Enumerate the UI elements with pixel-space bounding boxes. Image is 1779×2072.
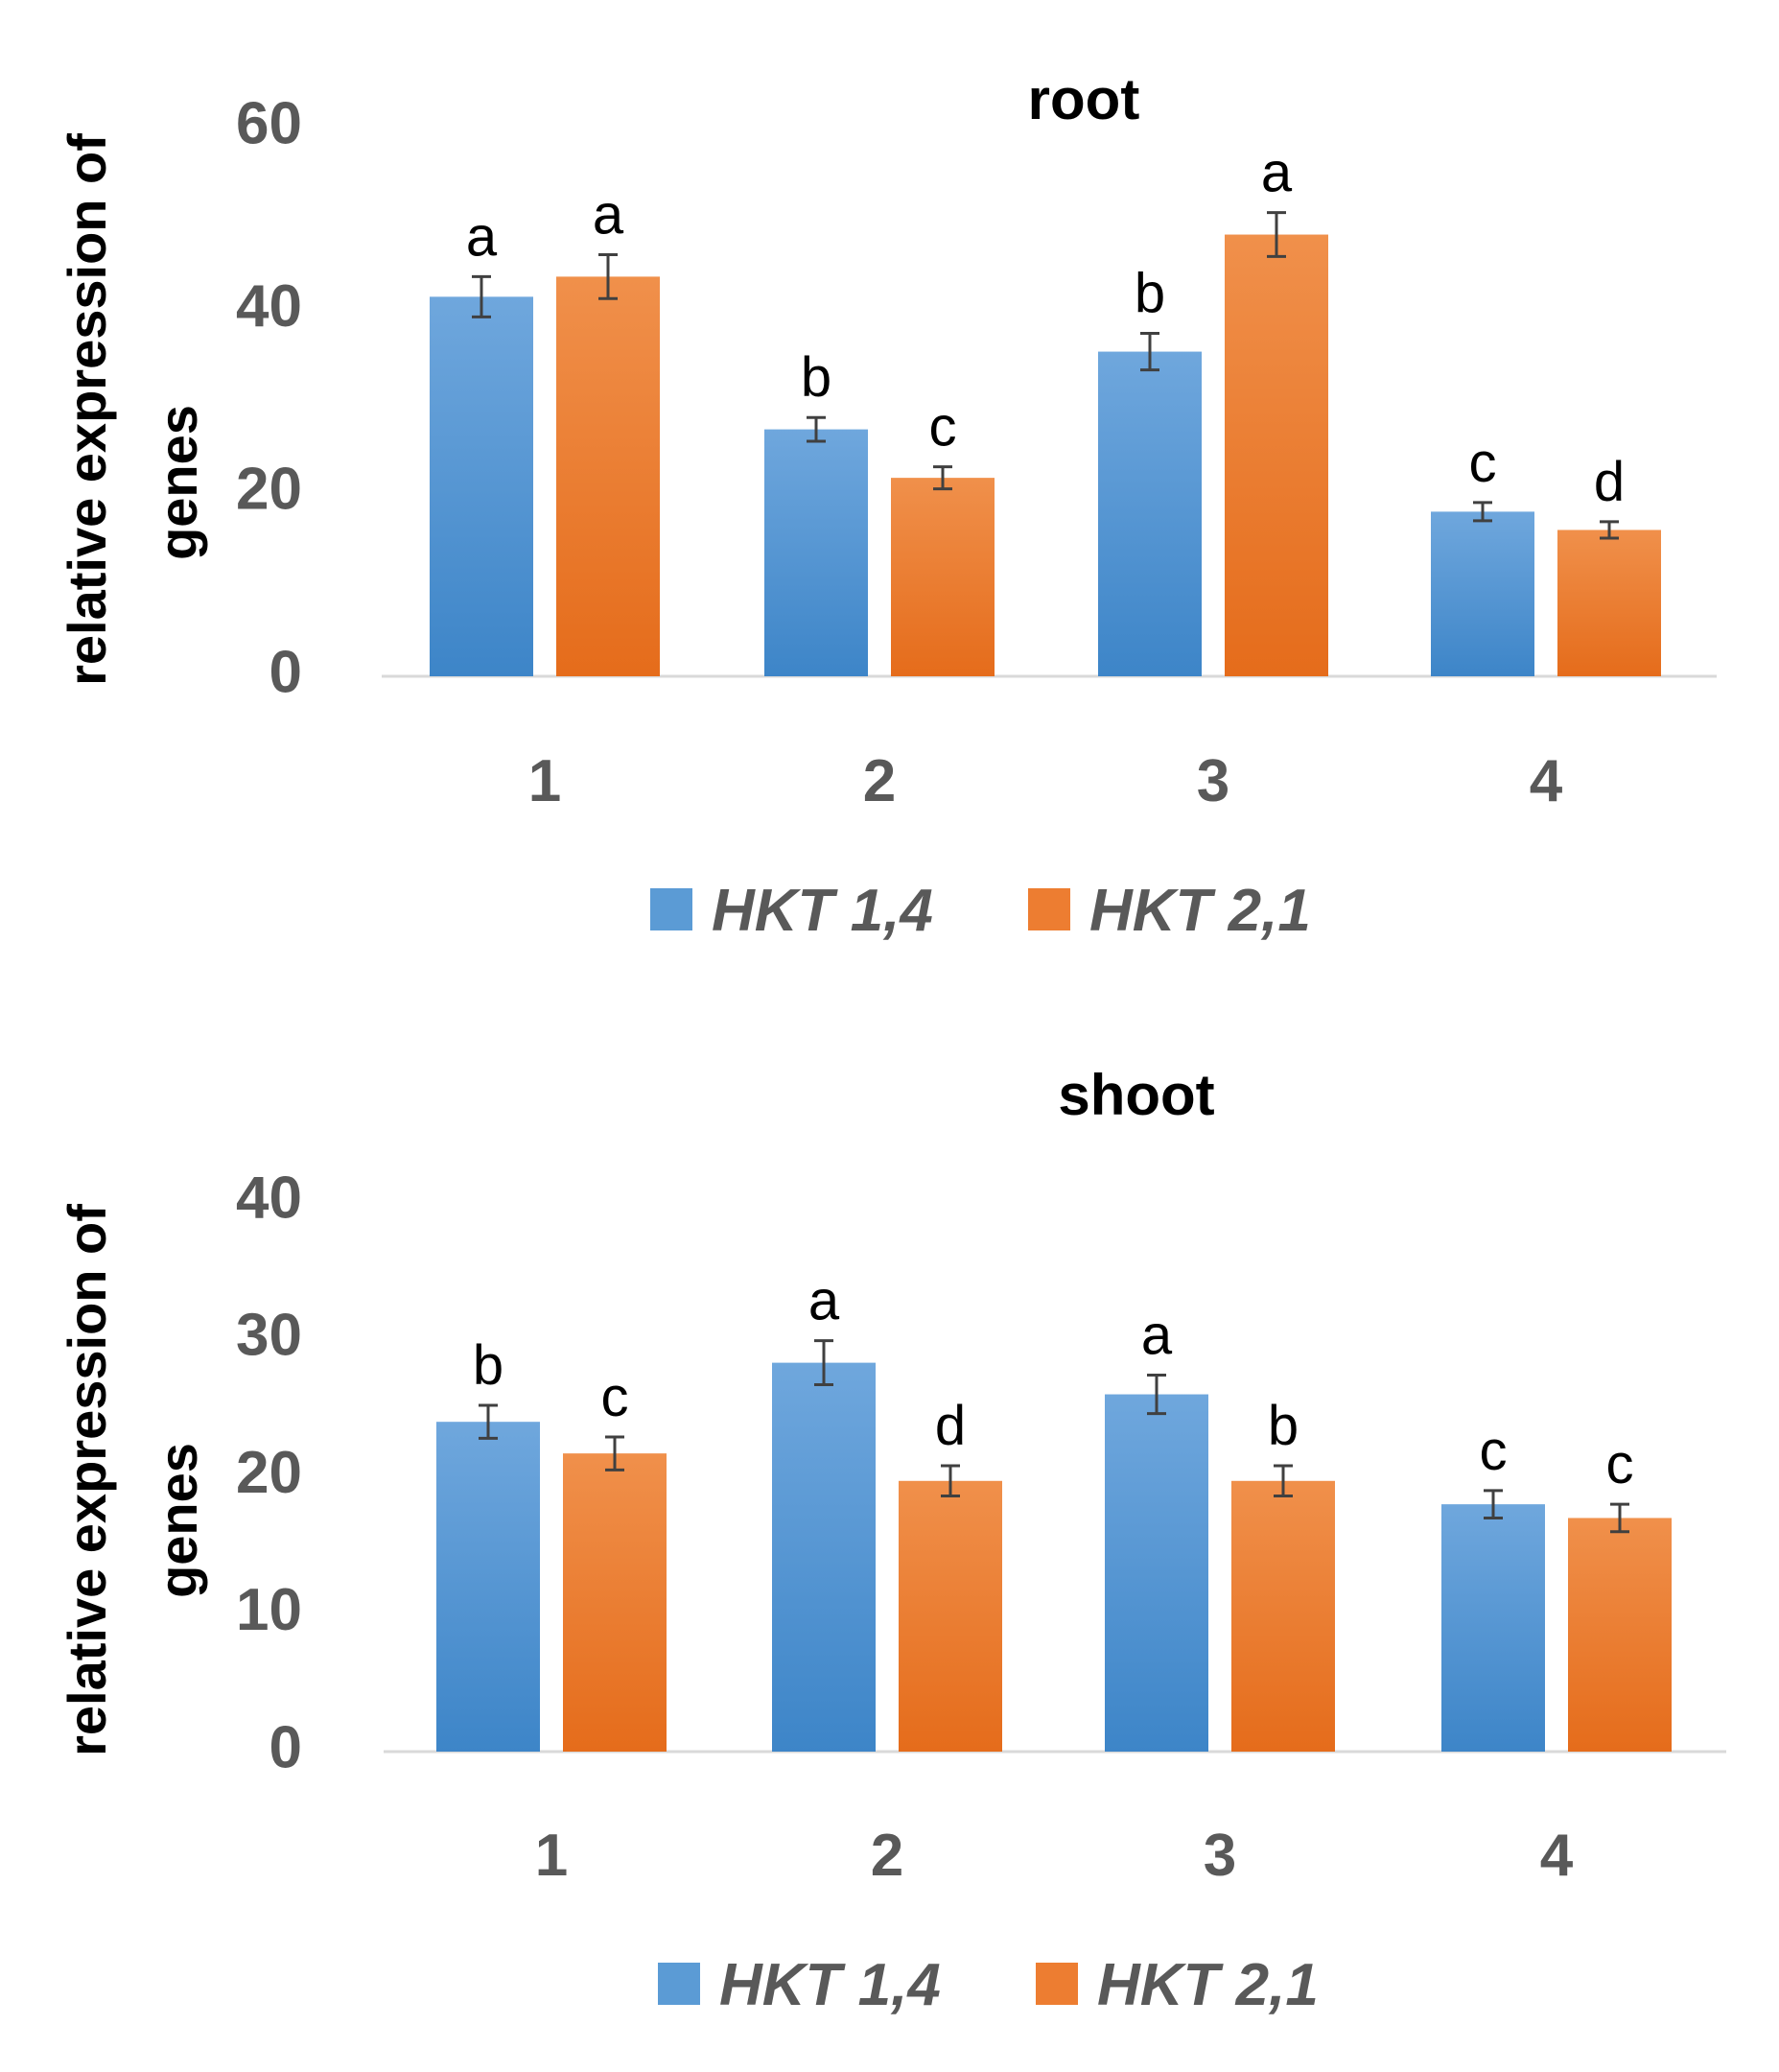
y-axis-label-line-1: relative expression of xyxy=(57,1204,117,1756)
root-chart: root relative expression of genes 0 20 40 6… xyxy=(57,67,1717,944)
significance-letter: c xyxy=(929,396,957,459)
bar-hkt-2-1-2 xyxy=(899,1480,1002,1752)
y-axis-label-line-2: genes xyxy=(148,1443,208,1598)
bar-hkt-2-1-3 xyxy=(1231,1480,1335,1752)
shoot-chart: shoot relative expression of genes 0 10 20… xyxy=(57,1063,1726,2018)
y-tick-label: 60 xyxy=(236,90,302,156)
legend-swatch-hkt-1-4 xyxy=(650,888,692,930)
significance-letter: a xyxy=(466,205,498,268)
chart-title: shoot xyxy=(1058,1063,1214,1127)
bar-hkt-1-4-2 xyxy=(764,429,868,676)
y-tick-label: 0 xyxy=(269,639,302,705)
legend-label-hkt-1-4: HKT 1,4 xyxy=(719,1952,941,2018)
bar-hkt-1-4-2 xyxy=(772,1362,876,1752)
y-tick-label: 40 xyxy=(236,273,302,340)
chart-title: root xyxy=(1028,67,1140,131)
y-tick-label: 20 xyxy=(236,457,302,523)
x-tick-label: 3 xyxy=(1197,748,1229,814)
y-axis-label-line-1: relative expression of xyxy=(57,133,117,686)
significance-letter: a xyxy=(1141,1304,1173,1366)
bar-hkt-1-4-3 xyxy=(1098,351,1202,676)
bar-hkt-1-4-4 xyxy=(1441,1504,1545,1752)
significance-letter: c xyxy=(1606,1433,1634,1495)
significance-letter: a xyxy=(808,1270,840,1332)
significance-letter: c xyxy=(601,1366,629,1428)
y-tick-label: 10 xyxy=(236,1577,302,1643)
legend-swatch-hkt-2-1 xyxy=(1028,888,1070,930)
significance-letter: d xyxy=(1594,451,1625,513)
significance-letter: a xyxy=(593,184,624,247)
significance-letter: b xyxy=(1135,263,1165,325)
legend-label-hkt-2-1: HKT 2,1 xyxy=(1089,878,1311,944)
x-tick-label: 2 xyxy=(863,748,896,814)
bar-hkt-1-4-1 xyxy=(430,296,533,676)
legend-swatch-hkt-2-1 xyxy=(1036,1963,1078,2005)
significance-letter: b xyxy=(1268,1395,1299,1457)
legend-label-hkt-2-1: HKT 2,1 xyxy=(1097,1952,1319,2018)
legend: HKT 1,4 HKT 2,1 xyxy=(658,1952,1319,2018)
legend: HKT 1,4 HKT 2,1 xyxy=(650,878,1311,944)
bar-hkt-1-4-1 xyxy=(436,1422,540,1752)
legend-label-hkt-1-4: HKT 1,4 xyxy=(712,878,933,944)
y-tick-label: 20 xyxy=(236,1440,302,1506)
y-axis-label-line-2: genes xyxy=(148,405,208,560)
y-tick-label: 0 xyxy=(269,1714,302,1780)
significance-letter: c xyxy=(1469,432,1497,494)
x-tick-label: 1 xyxy=(535,1823,568,1889)
significance-letter: a xyxy=(1261,142,1293,204)
significance-letter: d xyxy=(935,1395,966,1457)
y-tick-label: 30 xyxy=(236,1303,302,1369)
bar-hkt-1-4-4 xyxy=(1431,511,1534,676)
x-tick-label: 1 xyxy=(528,748,561,814)
y-tick-label: 40 xyxy=(236,1165,302,1231)
bar-hkt-2-1-2 xyxy=(891,478,995,676)
bar-hkt-2-1-4 xyxy=(1557,530,1661,676)
x-tick-label: 4 xyxy=(1540,1823,1574,1889)
x-tick-label: 2 xyxy=(871,1823,903,1889)
significance-letter: b xyxy=(473,1334,503,1397)
significance-letter: c xyxy=(1480,1420,1508,1482)
bar-hkt-2-1-3 xyxy=(1225,234,1328,677)
bar-hkt-2-1-4 xyxy=(1568,1518,1672,1752)
bar-hkt-2-1-1 xyxy=(563,1453,667,1752)
significance-letter: b xyxy=(801,346,831,409)
legend-swatch-hkt-1-4 xyxy=(658,1963,700,2005)
bar-hkt-1-4-3 xyxy=(1105,1394,1208,1752)
bar-hkt-2-1-1 xyxy=(556,276,660,676)
x-tick-label: 3 xyxy=(1204,1823,1236,1889)
x-tick-label: 4 xyxy=(1530,748,1563,814)
